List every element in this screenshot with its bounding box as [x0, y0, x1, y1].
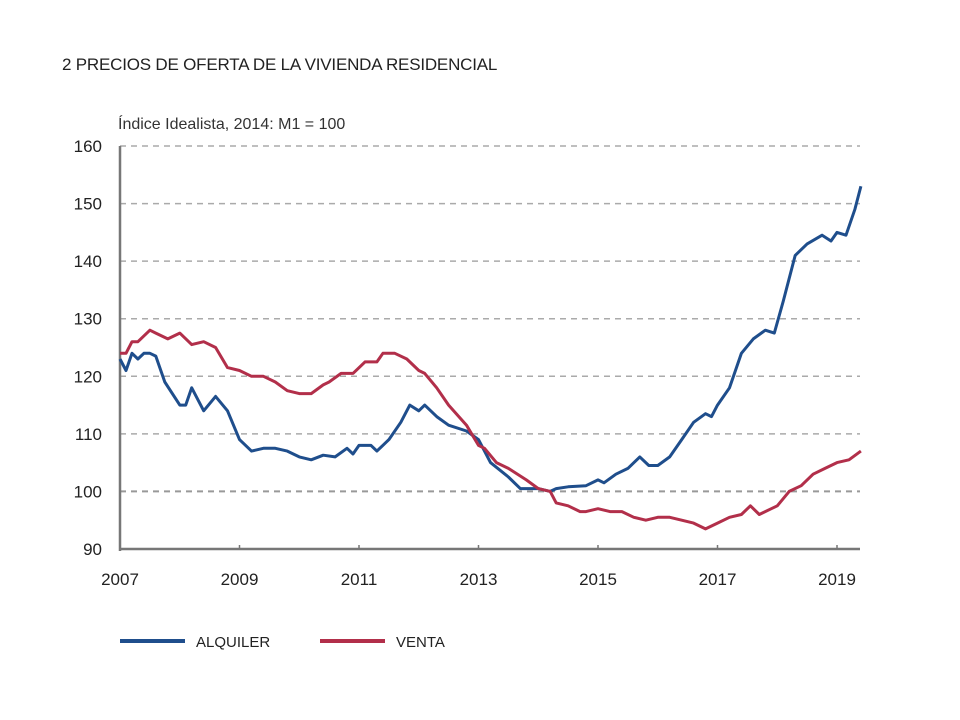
legend-label-alquiler: ALQUILER — [196, 634, 270, 651]
y-tick-label: 110 — [75, 425, 102, 444]
y-tick-label: 100 — [74, 482, 102, 501]
y-tick-label: 90 — [83, 540, 102, 559]
y-tick-label: 150 — [74, 195, 102, 214]
y-tick-label: 160 — [74, 137, 102, 156]
y-tick-label: 130 — [74, 310, 102, 329]
series-line-venta — [120, 328, 862, 531]
chart-subtitle: Índice Idealista, 2014: M1 = 100 — [118, 116, 346, 133]
x-tick-label: 2009 — [221, 570, 259, 589]
x-tick-label: 2011 — [341, 570, 378, 589]
legend-label-venta: VENTA — [396, 634, 445, 651]
x-tick-label: 2013 — [460, 570, 498, 589]
x-tick-label: 2017 — [699, 570, 737, 589]
series-line-alquiler — [118, 185, 863, 493]
x-tick-label: 2007 — [101, 570, 139, 589]
y-tick-label: 140 — [74, 252, 102, 271]
y-tick-label: 120 — [74, 367, 102, 386]
x-tick-label: 2019 — [818, 570, 856, 589]
chart-title: 2 PRECIOS DE OFERTA DE LA VIVIENDA RESID… — [62, 55, 498, 74]
x-tick-label: 2015 — [579, 570, 617, 589]
